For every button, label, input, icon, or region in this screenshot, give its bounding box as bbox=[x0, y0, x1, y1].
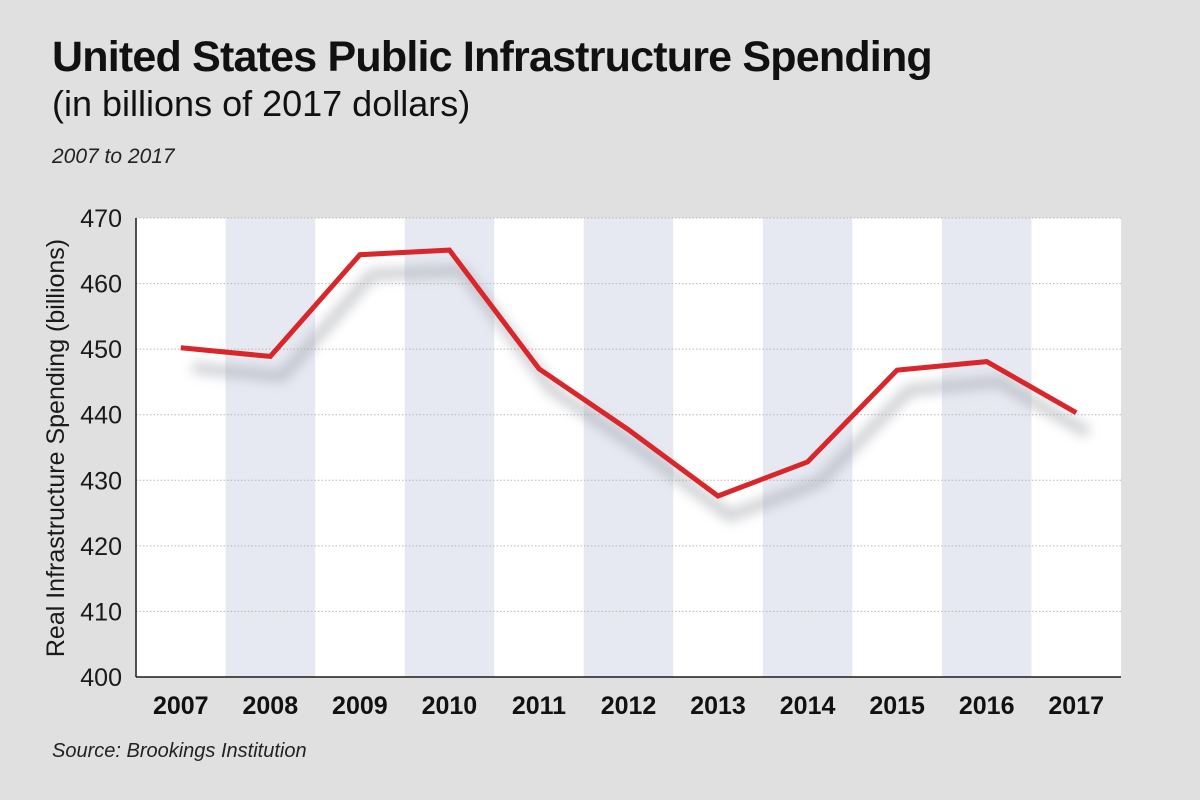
y-axis-label: Real Infrastructure Spending (billions) bbox=[42, 239, 70, 657]
x-tick-label-2015: 2015 bbox=[869, 692, 925, 720]
y-tick-label-440: 440 bbox=[80, 402, 122, 430]
x-tick-labels: 2007 2008 2009 2010 2011 2012 2013 2014 2015 2016… bbox=[153, 692, 1104, 720]
series-shadow-0 bbox=[192, 265, 1091, 521]
band-2008 bbox=[225, 218, 316, 677]
band-2016 bbox=[941, 218, 1032, 677]
series-layer bbox=[180, 247, 1078, 499]
x-tick-label-2010: 2010 bbox=[422, 692, 478, 720]
band-2014 bbox=[762, 218, 853, 677]
x-tick-label-2007: 2007 bbox=[153, 692, 209, 720]
axes bbox=[135, 218, 1121, 678]
chart-subtitle: (in billions of 2017 dollars) bbox=[52, 83, 471, 124]
x-tick-label-2016: 2016 bbox=[959, 692, 1015, 720]
x-tick-label-2008: 2008 bbox=[243, 692, 299, 720]
x-tick-label-2009: 2009 bbox=[332, 692, 388, 720]
line-shadow bbox=[192, 265, 1091, 521]
y-tick-label-420: 420 bbox=[80, 533, 122, 561]
y-tick-label-410: 410 bbox=[80, 598, 122, 626]
alternating-bands bbox=[225, 218, 1032, 677]
chart-period: 2007 to 2017 bbox=[52, 145, 175, 168]
chart-title: United States Public Infrastructure Spen… bbox=[52, 33, 933, 81]
x-tick-label-2014: 2014 bbox=[780, 692, 836, 720]
x-tick-label-2012: 2012 bbox=[601, 692, 657, 720]
band-2010 bbox=[404, 218, 495, 677]
y-tick-label-400: 400 bbox=[80, 664, 122, 692]
y-tick-label-450: 450 bbox=[80, 336, 122, 364]
x-tick-label-2017: 2017 bbox=[1048, 692, 1104, 720]
y-tick-label-460: 460 bbox=[80, 271, 122, 299]
y-tick-label-430: 430 bbox=[80, 467, 122, 495]
source-note: Source: Brookings Institution bbox=[52, 740, 307, 762]
x-tick-label-2011: 2011 bbox=[512, 692, 566, 720]
x-tick-label-2013: 2013 bbox=[690, 692, 746, 720]
y-tick-label-470: 470 bbox=[80, 205, 122, 233]
y-tick-labels: 400 410 420 430 440 450 460 470 bbox=[80, 205, 122, 692]
